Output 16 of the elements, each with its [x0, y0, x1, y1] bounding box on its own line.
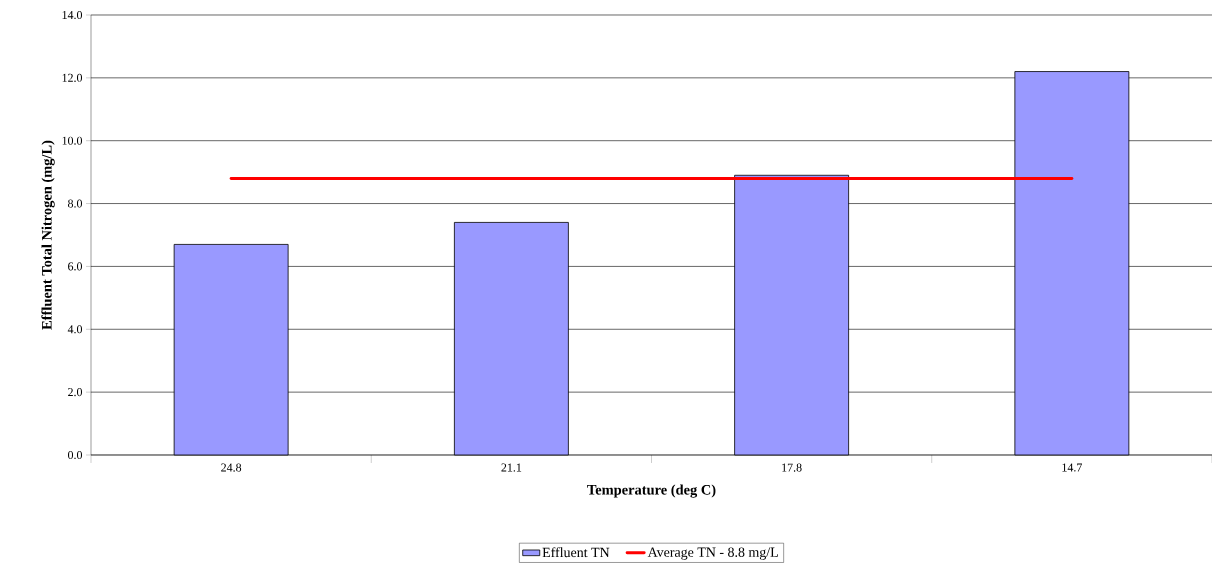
y-tick-label: 6.0: [68, 262, 83, 271]
x-tick-label: 14.7: [1062, 463, 1082, 472]
y-tick-label: 2.0: [68, 388, 83, 397]
legend-label: Effluent TN: [542, 547, 610, 558]
x-axis-title: Temperature (deg C): [587, 484, 716, 498]
y-tick-label: 14.0: [62, 10, 83, 20]
y-tick-label: 0.0: [68, 450, 83, 460]
x-tick-label: 17.8: [782, 463, 802, 472]
x-tick-label: 21.1: [501, 463, 522, 472]
y-tick-label: 4.0: [67, 325, 83, 334]
x-tick-label: 24.8: [221, 463, 242, 472]
legend-label: Average TN - 8.8 mg/L: [647, 547, 778, 560]
y-tick-label: 10.0: [62, 136, 83, 145]
y-tick-label: 8.0: [68, 199, 83, 208]
y-axis-title: Effluent Total Nitrogen (mg/L): [41, 140, 55, 330]
y-tick-label: 12.0: [62, 73, 83, 82]
